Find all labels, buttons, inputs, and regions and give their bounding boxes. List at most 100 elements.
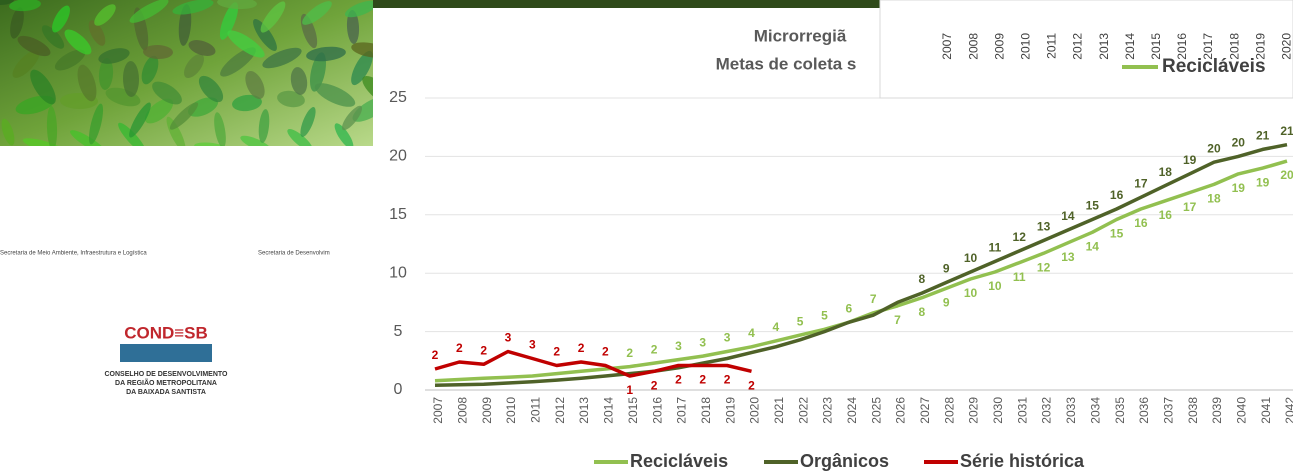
data-label: 8 <box>919 272 926 286</box>
x-tick-label: 2018 <box>699 397 713 424</box>
x-tick-label: 2028 <box>942 397 956 424</box>
data-label: 7 <box>894 313 901 327</box>
x-tick-label: 2010 <box>504 397 518 424</box>
x-tick-label: 2009 <box>480 397 494 424</box>
data-label: 11 <box>989 241 1002 255</box>
data-label: 15 <box>1086 199 1100 213</box>
data-label: 2 <box>699 373 706 387</box>
data-label: 2 <box>724 373 731 387</box>
x-tick-label: 2012 <box>553 397 567 424</box>
y-tick-label: 5 <box>394 323 403 340</box>
data-label: 3 <box>699 335 706 349</box>
x-tick-label: 2040 <box>1234 397 1248 424</box>
x-tick-label: 2032 <box>1040 397 1054 424</box>
legend-label: Série histórica <box>960 451 1085 471</box>
overlay-year: 2009 <box>992 33 1006 60</box>
x-tick-label: 2021 <box>772 397 786 424</box>
x-tick-label: 2013 <box>577 397 591 424</box>
data-label: 2 <box>456 341 463 355</box>
data-label: 11 <box>1013 270 1026 284</box>
x-tick-label: 2007 <box>431 397 445 424</box>
data-label: 2 <box>748 378 755 392</box>
x-tick-label: 2042 <box>1283 397 1293 424</box>
data-label: 3 <box>675 339 682 353</box>
x-tick-label: 2027 <box>918 397 932 424</box>
x-tick-label: 2025 <box>869 397 883 424</box>
x-tick-label: 2031 <box>1015 397 1029 424</box>
data-label: 12 <box>1037 261 1051 275</box>
data-label: 4 <box>772 320 779 334</box>
overlay-year: 2010 <box>1018 33 1032 60</box>
data-label: 18 <box>1159 165 1173 179</box>
data-label: 15 <box>1110 227 1124 241</box>
x-tick-label: 2033 <box>1064 397 1078 424</box>
data-label: 5 <box>821 308 828 322</box>
logo-line: DA REGIÃO METROPOLITANA <box>115 378 217 387</box>
data-label: 16 <box>1134 216 1148 230</box>
secretariat-text: Secretaria de Desenvolvim <box>258 251 330 257</box>
x-tick-label: 2029 <box>967 397 981 424</box>
chart-title: Microrregiã <box>754 26 847 45</box>
secretariat-text: Secretaria de Meio Ambiente, Infraestrut… <box>0 251 147 257</box>
y-tick-label: 0 <box>394 381 403 398</box>
x-tick-label: 2037 <box>1161 397 1175 424</box>
overlay-legend-text: Recicláveis <box>1162 56 1266 77</box>
logo-line: DA BAIXADA SANTISTA <box>126 389 206 396</box>
data-label: 1 <box>626 383 633 397</box>
data-label: 13 <box>1061 250 1075 264</box>
data-label: 3 <box>724 331 731 345</box>
data-label: 2 <box>578 341 585 355</box>
logo-mark: COND≡SB <box>124 323 208 342</box>
data-label: 10 <box>964 286 978 300</box>
data-label: 16 <box>1110 188 1124 202</box>
screen: Secretaria de Meio Ambiente, Infraestrut… <box>0 0 1293 476</box>
x-tick-label: 2034 <box>1088 397 1102 424</box>
x-tick-label: 2020 <box>748 397 762 424</box>
data-label: 3 <box>529 338 536 352</box>
data-label: 20 <box>1207 141 1221 155</box>
data-label: 2 <box>651 342 658 356</box>
data-label: 10 <box>988 279 1002 293</box>
x-tick-label: 2019 <box>723 397 737 424</box>
data-label: 6 <box>845 301 852 315</box>
data-label: 7 <box>870 292 877 306</box>
data-label: 20 <box>1232 136 1246 150</box>
x-tick-label: 2041 <box>1259 397 1273 424</box>
data-label: 14 <box>1061 209 1075 223</box>
data-label: 20 <box>1280 168 1293 182</box>
data-label: 2 <box>480 343 487 357</box>
overlay-year: 2015 <box>1149 33 1163 60</box>
logo-text: CONSELHO DE DESENVOLVIMENTODA REGIÃO MET… <box>104 371 228 396</box>
page: Secretaria de Meio Ambiente, Infraestrut… <box>0 0 1293 476</box>
data-label: 2 <box>651 378 658 392</box>
data-label: 3 <box>505 331 512 345</box>
x-tick-label: 2026 <box>894 397 908 424</box>
data-label: 2 <box>432 348 439 362</box>
data-label: 19 <box>1232 181 1246 195</box>
data-label: 2 <box>626 346 633 360</box>
x-tick-label: 2015 <box>626 397 640 424</box>
overlay-year: 2014 <box>1123 33 1137 60</box>
data-label: 17 <box>1183 200 1197 214</box>
data-label: 8 <box>919 305 926 319</box>
data-label: 14 <box>1086 239 1100 253</box>
data-label: 4 <box>748 326 755 340</box>
data-label: 9 <box>943 262 950 276</box>
data-label: 5 <box>797 314 804 328</box>
x-tick-label: 2014 <box>602 397 616 424</box>
data-label: 2 <box>553 345 560 359</box>
x-tick-label: 2024 <box>845 397 859 424</box>
y-tick-label: 20 <box>389 148 407 165</box>
data-label: 2 <box>602 345 609 359</box>
x-tick-label: 2030 <box>991 397 1005 424</box>
legend-label: Recicláveis <box>630 451 728 471</box>
data-label: 17 <box>1134 176 1148 190</box>
data-label: 19 <box>1183 153 1197 167</box>
x-tick-label: 2038 <box>1186 397 1200 424</box>
overlay-year: 2011 <box>1045 33 1059 59</box>
data-label: 13 <box>1037 220 1051 234</box>
overlay-year: 2007 <box>940 33 954 60</box>
y-tick-label: 10 <box>389 264 407 281</box>
x-tick-label: 2017 <box>675 397 689 424</box>
x-tick-label: 2016 <box>650 397 664 424</box>
